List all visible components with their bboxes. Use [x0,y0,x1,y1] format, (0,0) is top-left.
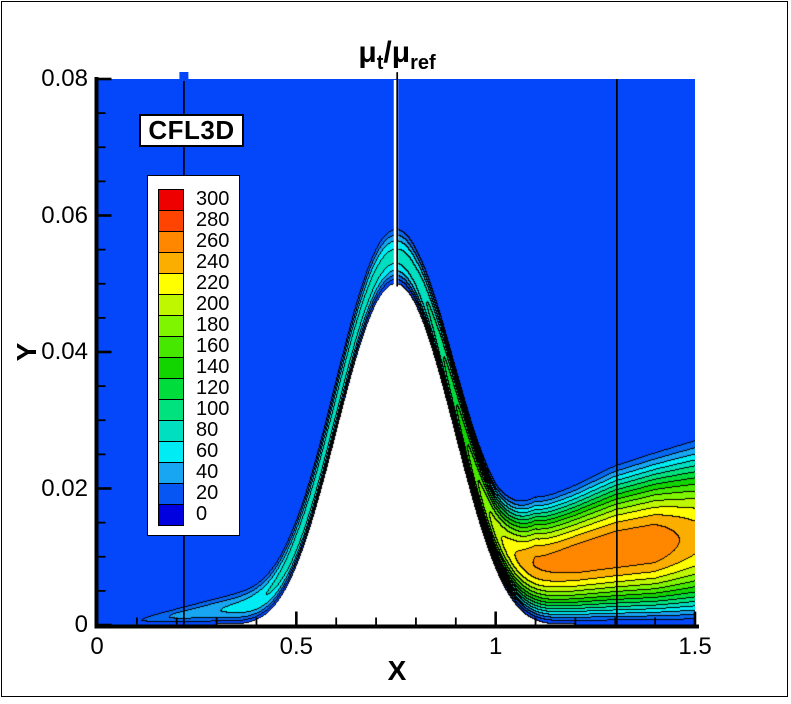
x-tick-label: 0 [90,633,104,660]
legend-level-label: 0 [196,503,208,525]
annotation-text: CFL3D [148,115,235,145]
legend-swatch [158,357,184,379]
x-tick-label: 1.5 [678,633,712,660]
legend-swatch [158,315,184,337]
station-marker [179,72,189,81]
y-tick-label: 0.08 [41,65,88,92]
y-tick-label: 0 [74,611,88,638]
title-subscript: t [376,52,384,74]
legend-level-label: 80 [196,419,219,441]
legend-level-label: 60 [196,440,219,462]
legend-level-label: 200 [196,293,230,315]
legend-level-label: 160 [196,335,230,357]
y-tick-label: 0.06 [41,201,88,229]
legend-level-label: 280 [196,209,230,231]
x-tick-label: 1 [488,633,503,660]
title-subscript: ref [410,52,436,74]
legend-level-label: 100 [196,398,230,420]
legend-swatch [158,420,184,442]
legend-swatch [158,273,184,295]
legend-level-label: 140 [196,356,230,378]
legend: 300 280 260 240 220 200 180 160 140 120 100 80 60 40 2… [147,175,240,536]
legend-swatch [158,210,184,232]
legend-swatch [158,483,184,505]
legend-swatch [158,504,184,526]
legend-level-label: 220 [196,272,230,294]
x-axis-label: X [387,655,407,686]
legend-level-label: 260 [196,230,230,252]
legend-swatch [158,231,184,253]
legend-level-label: 20 [196,482,219,504]
legend-swatch [158,378,184,400]
plot-title: μt/μref [358,36,436,74]
legend-swatch [158,252,184,274]
y-tick-label: 0.04 [41,338,88,365]
legend-level-label: 300 [196,188,230,210]
legend-swatch [158,189,184,211]
legend-swatch [158,441,184,463]
x-tick-label: 0.5 [279,633,314,660]
legend-level-label: 180 [196,314,230,336]
legend-level-label: 240 [196,251,230,273]
legend-level-label: 120 [196,377,230,399]
legend-swatch [158,399,184,421]
legend-swatch [158,462,184,484]
annotation-box: CFL3D [139,114,244,147]
legend-swatch [158,294,184,316]
y-tick-label: 0.02 [41,474,88,502]
legend-swatch [158,336,184,358]
legend-level-label: 40 [196,461,219,483]
